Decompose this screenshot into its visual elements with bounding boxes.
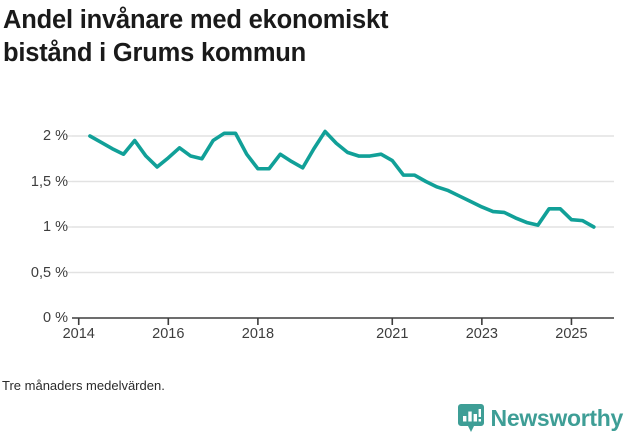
newsworthy-logo: Newsworthy bbox=[457, 404, 624, 432]
x-tick-label: 2025 bbox=[555, 326, 588, 342]
y-tick-label: 2 % bbox=[43, 128, 68, 144]
x-tick-label: 2018 bbox=[241, 326, 275, 342]
x-tick-label: 2016 bbox=[152, 326, 185, 342]
x-tick-label: 2021 bbox=[376, 326, 409, 342]
chart-pin-icon bbox=[457, 404, 484, 432]
x-tick-label: 2014 bbox=[62, 326, 95, 342]
y-tick-label: 0 % bbox=[43, 310, 68, 326]
logo-wordmark: Newsworthy bbox=[490, 404, 624, 431]
y-tick-label: 0,5 % bbox=[30, 264, 68, 281]
page-title: Andel invånare med ekonomiskt bistånd i … bbox=[3, 6, 389, 68]
y-axis: 0 % 0,5 % 1 % 1,5 % 2 % bbox=[0, 0, 68, 439]
y-tick-label: 1 % bbox=[43, 219, 68, 235]
chart-footnote: Tre månaders medelvärden. bbox=[2, 378, 165, 393]
y-tick-label: 1,5 % bbox=[30, 173, 68, 190]
x-tick-label: 2023 bbox=[465, 326, 498, 342]
series-line-0 bbox=[88, 129, 596, 229]
